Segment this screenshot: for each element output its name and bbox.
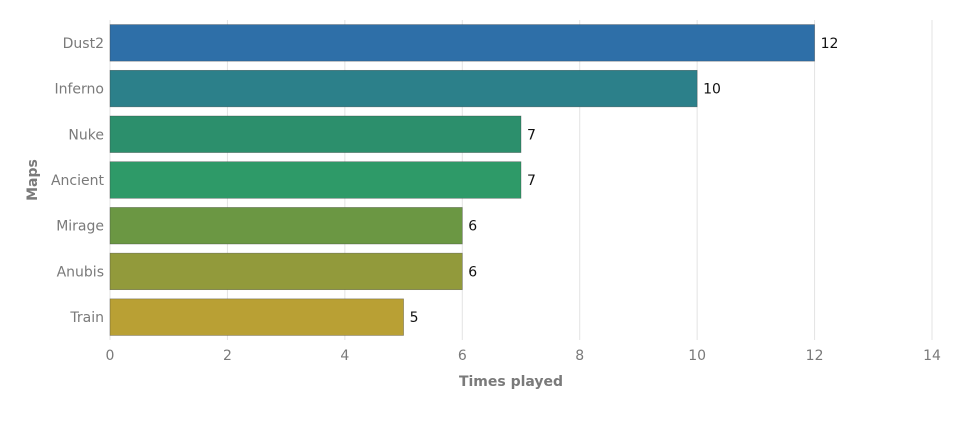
category-label: Ancient: [51, 173, 105, 189]
bar-mirage: [109, 207, 463, 245]
category-label: Mirage: [56, 219, 104, 235]
x-tick-label: 4: [340, 348, 349, 364]
x-tick-label: 8: [575, 348, 584, 364]
x-tick-label: 2: [223, 348, 232, 364]
bar-layer: [109, 24, 815, 336]
value-label: 5: [410, 310, 419, 326]
x-tick-label: 10: [688, 348, 706, 364]
category-label: Inferno: [55, 82, 105, 98]
y-axis-title: Maps: [25, 159, 41, 201]
label-layer: 0 2 4 6 8 10 12 14 Dust2 12 Inferno 10 Nuke 7 Ancient 7…: [51, 36, 941, 364]
value-label: 7: [527, 173, 536, 189]
bar-anubis: [109, 252, 463, 291]
category-label: Train: [69, 310, 104, 326]
bar-nuke: [109, 115, 522, 153]
value-label: 10: [703, 82, 721, 98]
category-label: Nuke: [68, 127, 104, 143]
value-label: 7: [527, 127, 536, 143]
bar-dust2: [109, 24, 815, 62]
x-tick-label: 14: [923, 348, 941, 364]
x-axis-title: Times played: [459, 374, 563, 390]
x-tick-label: 6: [458, 348, 467, 364]
x-tick-label: 12: [806, 348, 824, 364]
x-tick-label: 0: [106, 348, 115, 364]
bar-inferno: [109, 69, 698, 108]
category-label: Dust2: [63, 36, 104, 52]
value-label: 6: [468, 264, 477, 280]
category-label: Anubis: [57, 264, 104, 280]
value-label: 6: [468, 219, 477, 235]
bar-train: [109, 298, 404, 336]
value-label: 12: [821, 36, 839, 52]
bar-ancient: [109, 161, 522, 199]
